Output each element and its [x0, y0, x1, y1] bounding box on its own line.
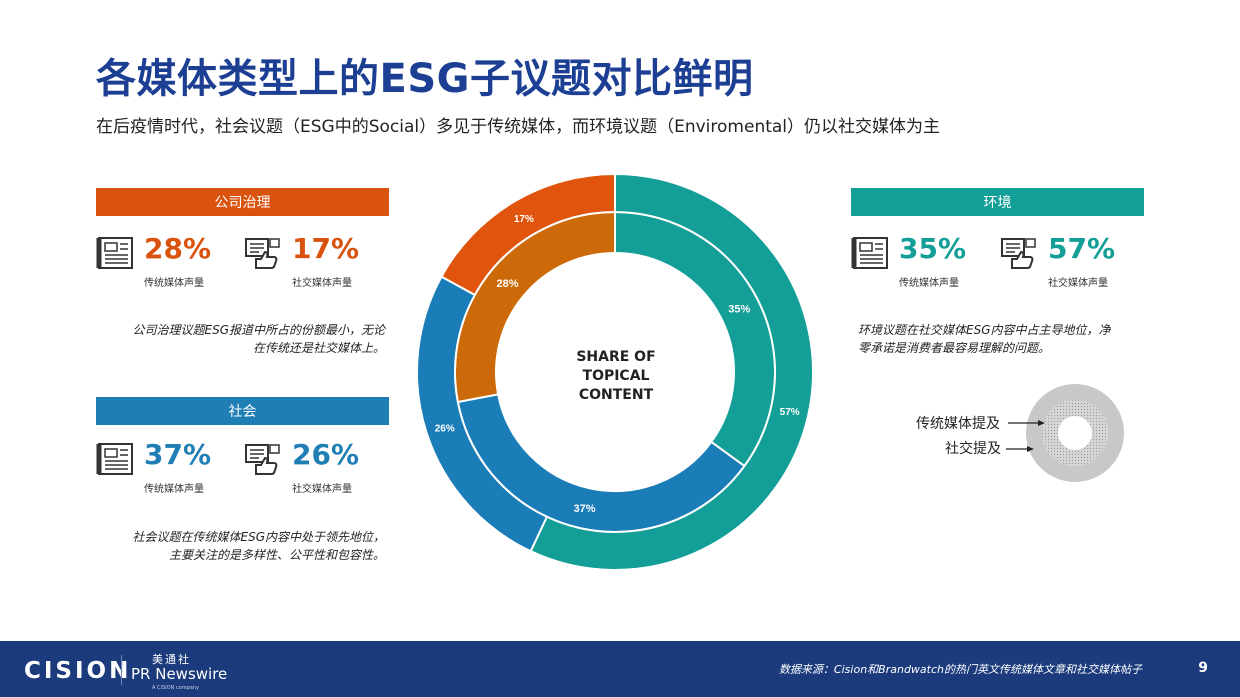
logo-divider — [121, 655, 122, 685]
legend-outer-ring — [1026, 384, 1124, 482]
social-social-label: 社交媒体声量 — [292, 484, 352, 495]
environment-note-line1: 环境议题在社交媒体ESG内容中占主导地位，净 — [858, 323, 1111, 337]
legend-inner-ring — [1042, 400, 1108, 466]
outer-ring-slice — [529, 172, 814, 571]
footer-bar: CISION 美通社 PR Newswire A CISION company … — [0, 641, 1240, 697]
governance-header: 公司治理 — [96, 188, 389, 216]
ring-legend-diagram — [1006, 384, 1124, 482]
page-title: 各媒体类型上的ESG子议题对比鲜明 — [96, 56, 754, 102]
environment-traditional-label: 传统媒体声量 — [899, 278, 959, 289]
environment-note: 环境议题在社交媒体ESG内容中占主导地位，净 零承诺是消费者最容易理解的问题。 — [858, 321, 1143, 357]
social-post-thumbs-up-icon — [245, 238, 280, 269]
governance-traditional-label: 传统媒体声量 — [144, 278, 204, 289]
social-note-line2: 主要关注的是多样性、公平性和包容性。 — [168, 548, 385, 562]
donut-center-label: SHARE OF TOPICAL CONTENT — [548, 348, 684, 405]
environment-traditional-pct: 35% — [899, 232, 967, 265]
social-traditional-pct: 37% — [144, 438, 212, 471]
governance-note: 公司治理议题ESG报道中所占的份额最小，无论 在传统还是社交媒体上。 — [100, 321, 386, 357]
social-note-line1: 社会议题在传统媒体ESG内容中处于领先地位， — [132, 530, 386, 544]
governance-social-pct: 17% — [292, 232, 360, 265]
page-number: 9 — [1198, 660, 1208, 676]
inner-ring-data-label: 28% — [496, 278, 518, 290]
environment-note-line2: 零承诺是消费者最容易理解的问题。 — [858, 341, 1051, 355]
prnewswire-logo: PR Newswire — [131, 665, 228, 683]
data-source-note: 数据来源：Cision和Brandwatch的热门英文传统媒体文章和社交媒体帖子 — [778, 663, 1142, 676]
page-subtitle: 在后疫情时代，社会议题（ESG中的Social）多见于传统媒体，而环境议题（En… — [96, 117, 941, 137]
social-note: 社会议题在传统媒体ESG内容中处于领先地位， 主要关注的是多样性、公平性和包容性… — [100, 528, 386, 564]
newspaper-icon — [96, 237, 133, 269]
inner-ring-data-label: 35% — [728, 304, 750, 316]
governance-traditional-stat: 28% 传统媒体声量 — [96, 232, 236, 292]
social-post-thumbs-up-icon — [1001, 238, 1036, 269]
social-social-pct: 26% — [292, 438, 360, 471]
share-of-content-donut-chart: 35% 37% 28% 57% 26% 17% — [416, 172, 814, 571]
legend-traditional-label: 传统媒体提及 — [916, 416, 1000, 432]
governance-note-line1: 公司治理议题ESG报道中所占的份额最小，无论 — [132, 323, 386, 337]
inner-ring-data-label: 37% — [574, 503, 596, 515]
environment-header: 环境 — [851, 188, 1144, 216]
newspaper-icon — [96, 443, 133, 475]
social-post-thumbs-up-icon — [245, 444, 280, 475]
prnewswire-cn-logo: 美通社 — [152, 653, 191, 666]
social-traditional-stat: 37% 传统媒体声量 — [96, 438, 236, 498]
legend-social-label: 社交提及 — [945, 441, 1001, 457]
governance-traditional-pct: 28% — [144, 232, 212, 265]
social-header: 社会 — [96, 397, 389, 425]
center-label-line2: TOPICAL — [582, 368, 650, 384]
governance-note-line2: 在传统还是社交媒体上。 — [252, 341, 385, 355]
center-label-line3: CONTENT — [578, 387, 654, 403]
outer-ring-data-label: 17% — [514, 214, 534, 225]
outer-ring-data-label: 57% — [780, 407, 800, 418]
legend-traditional-arrowhead — [1038, 420, 1045, 426]
environment-social-pct: 57% — [1048, 232, 1116, 265]
outer-ring-slice — [440, 172, 616, 297]
environment-traditional-stat: 35% 传统媒体声量 — [851, 232, 991, 292]
governance-social-stat: 17% 社交媒体声量 — [244, 232, 384, 292]
environment-social-label: 社交媒体声量 — [1048, 278, 1108, 289]
governance-social-label: 社交媒体声量 — [292, 278, 352, 289]
social-social-stat: 26% 社交媒体声量 — [244, 438, 384, 498]
legend-social-arrowhead — [1027, 446, 1034, 452]
cision-logo: CISION — [24, 658, 132, 684]
cision-company-tagline: A CISION company — [152, 685, 199, 691]
outer-ring-data-label: 26% — [435, 423, 455, 434]
environment-social-stat: 57% 社交媒体声量 — [1000, 232, 1140, 292]
social-traditional-label: 传统媒体声量 — [144, 484, 204, 495]
center-label-line1: SHARE OF — [576, 349, 656, 365]
newspaper-icon — [851, 237, 888, 269]
